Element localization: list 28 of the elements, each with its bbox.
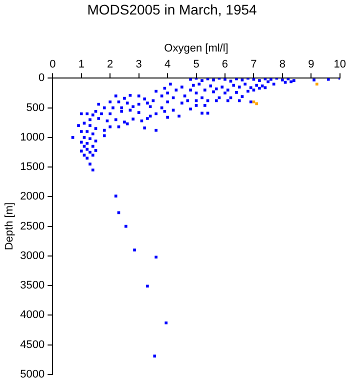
y-tick-label: 500 bbox=[26, 102, 45, 114]
x-tick-label: 5 bbox=[193, 58, 200, 71]
point bbox=[255, 102, 258, 106]
y-tick-label: 4000 bbox=[20, 309, 45, 322]
x-tick-label: 7 bbox=[250, 58, 257, 71]
x-tick-label: 8 bbox=[279, 58, 286, 71]
y-tick-label: 0 bbox=[38, 72, 45, 84]
point bbox=[315, 82, 318, 86]
x-tick-label: 2 bbox=[107, 58, 114, 71]
y-tick-label: 3000 bbox=[20, 250, 45, 262]
x-tick-label: 3 bbox=[136, 58, 142, 71]
x-tick-label: 4 bbox=[164, 58, 171, 71]
x-tick-label: 10 bbox=[334, 58, 346, 71]
y-tick-label: 1500 bbox=[20, 161, 45, 174]
y-tick-label: 4500 bbox=[20, 338, 45, 351]
y-tick-label: 5000 bbox=[20, 368, 45, 380]
x-tick-label: 1 bbox=[78, 58, 84, 71]
x-tick-label: 9 bbox=[308, 58, 314, 71]
x-tick-label: 6 bbox=[222, 58, 228, 71]
x-tick-label: 0 bbox=[50, 58, 56, 71]
chart-title: MODS2005 in March, 1954 bbox=[87, 1, 258, 18]
point bbox=[252, 100, 256, 104]
y-tick-label: 1000 bbox=[20, 131, 45, 144]
y-tick-label: 3500 bbox=[20, 280, 45, 292]
y-tick-label: 2500 bbox=[20, 220, 45, 232]
x-axis-title: Oxygen [ml/l] bbox=[164, 42, 228, 54]
y-axis-title: Depth [m] bbox=[4, 202, 16, 250]
y-tick-label: 2000 bbox=[20, 190, 45, 203]
